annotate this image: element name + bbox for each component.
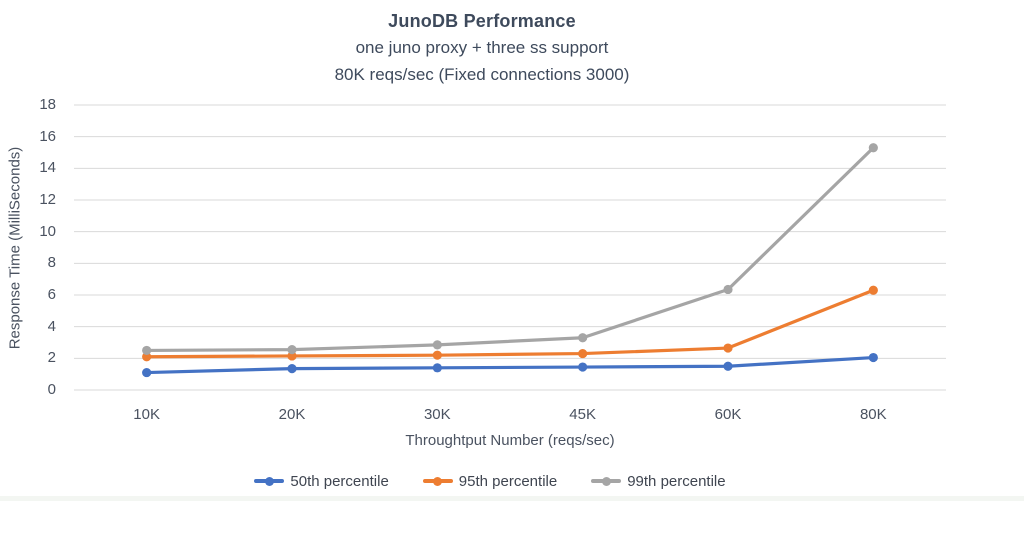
data-point-99th-percentile-30k <box>432 340 442 350</box>
data-point-50th-percentile-80k <box>868 352 878 363</box>
legend-item-95th-percentile: 95th percentile <box>422 472 558 490</box>
data-point-50th-percentile-45k <box>578 362 588 372</box>
x-tick-label: 60K <box>714 406 742 423</box>
x-tick-label: 10K <box>133 406 160 423</box>
legend-label: 50th percentile <box>290 472 389 490</box>
legend-item-50th-percentile: 50th percentile <box>254 472 389 490</box>
y-tick-label: 18 <box>39 96 56 113</box>
data-point-99th-percentile-20k <box>287 345 297 355</box>
bottom-strip-artifact <box>0 496 1024 501</box>
y-tick-label: 2 <box>47 349 56 367</box>
y-tick-label: 4 <box>47 317 56 335</box>
data-point-99th-percentile-10k <box>142 345 152 356</box>
data-point-50th-percentile-20k <box>287 364 297 374</box>
chart-legend: 50th percentile 95th percentile 99th perce… <box>0 468 980 494</box>
y-tick-label: 8 <box>47 254 56 272</box>
y-tick-label: 16 <box>39 127 56 145</box>
legend-label: 95th percentile <box>458 472 558 490</box>
legend-line-dot-marker <box>254 476 285 486</box>
y-axis-title: Response Time (MilliSeconds) <box>6 146 23 349</box>
data-point-50th-percentile-60k <box>723 361 733 371</box>
legend-item-99th-percentile: 99th percentile <box>591 472 726 490</box>
chart-subtitle-line-1: one juno proxy + three ss support <box>355 38 609 57</box>
legend-line-dot-marker <box>591 476 622 486</box>
data-point-95th-percentile-20k <box>287 351 297 361</box>
series-line-95th-percentile <box>145 288 875 359</box>
data-point-95th-percentile-30k <box>432 350 442 360</box>
chart-title-block: JunoDB Performance one juno proxy + thre… <box>0 8 964 88</box>
y-tick-label: 6 <box>47 286 56 303</box>
y-tick-label: 12 <box>39 191 56 208</box>
data-point-99th-percentile-60k <box>723 284 733 295</box>
x-tick-label: 20K <box>278 406 306 423</box>
y-tick-label: 14 <box>39 159 56 177</box>
x-tick-label: 45K <box>569 406 596 423</box>
data-point-95th-percentile-10k <box>142 352 152 362</box>
series-line-50th-percentile <box>145 355 875 375</box>
data-point-50th-percentile-30k <box>432 363 442 373</box>
x-tick-label: 80K <box>859 406 887 423</box>
data-point-95th-percentile-45k <box>578 348 588 359</box>
data-point-95th-percentile-80k <box>868 285 878 295</box>
data-point-95th-percentile-60k <box>723 343 733 353</box>
data-point-99th-percentile-80k <box>868 143 878 153</box>
x-tick-label: 30K <box>423 406 451 423</box>
chart-title: JunoDB Performance <box>388 11 576 31</box>
legend-line-dot-marker <box>422 476 453 486</box>
data-point-50th-percentile-10k <box>142 367 152 378</box>
y-tick-label: 0 <box>47 381 56 398</box>
data-point-99th-percentile-45k <box>578 333 588 343</box>
x-axis-title: Throughtput Number (reqs/sec) <box>405 432 615 449</box>
legend-label: 99th percentile <box>627 472 726 490</box>
chart-subtitle-line-2: 80K reqs/sec (Fixed connections 3000) <box>334 65 630 84</box>
series-line-99th-percentile <box>145 146 875 353</box>
y-tick-label: 10 <box>39 222 56 240</box>
